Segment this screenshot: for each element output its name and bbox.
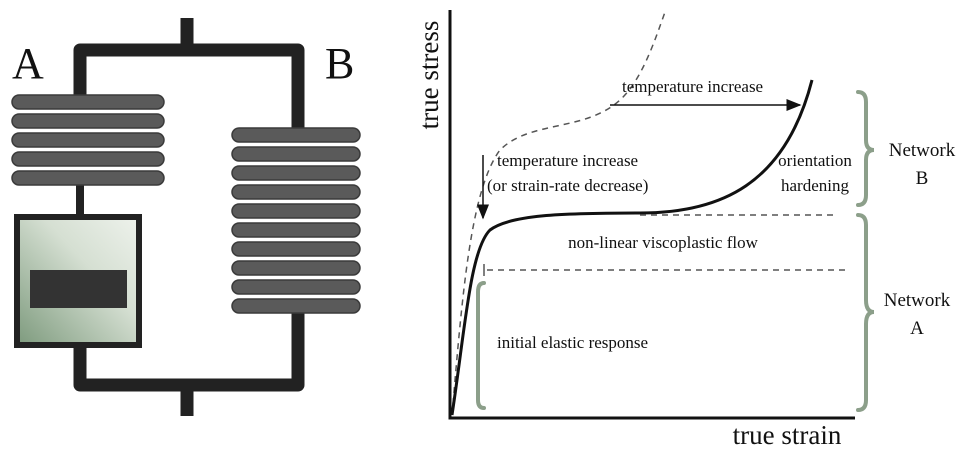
label-a: A	[12, 39, 44, 88]
network-label: A	[910, 318, 924, 339]
coil	[231, 127, 361, 143]
y-axis-label: true stress	[414, 21, 444, 130]
annotation: temperature increase	[497, 151, 638, 170]
coil	[231, 241, 361, 257]
spring-b	[231, 127, 361, 314]
annotations: temperature increase temperature increas…	[487, 77, 956, 352]
coil	[231, 146, 361, 162]
spring-a	[11, 94, 165, 186]
label-b: B	[325, 39, 354, 88]
annotation: orientation	[778, 151, 852, 170]
x-axis-label: true strain	[733, 420, 842, 449]
network-label: Network	[889, 140, 956, 161]
coil	[231, 184, 361, 200]
annotation: (or strain-rate decrease)	[487, 176, 648, 195]
annotation: non-linear viscoplastic flow	[568, 233, 759, 252]
coil	[231, 260, 361, 276]
coil	[231, 279, 361, 295]
coil	[11, 113, 165, 129]
coil	[11, 94, 165, 110]
network-label: B	[916, 168, 929, 189]
annotation: initial elastic response	[497, 333, 648, 352]
coil	[231, 298, 361, 314]
coil	[11, 132, 165, 148]
coil	[231, 203, 361, 219]
annotation: temperature increase	[622, 77, 763, 96]
piston	[30, 270, 127, 308]
coil	[231, 165, 361, 181]
network-label: Network	[884, 290, 951, 311]
coil	[231, 222, 361, 238]
coil	[11, 151, 165, 167]
coil	[11, 170, 165, 186]
plot	[448, 10, 875, 420]
annotation: hardening	[781, 176, 849, 195]
